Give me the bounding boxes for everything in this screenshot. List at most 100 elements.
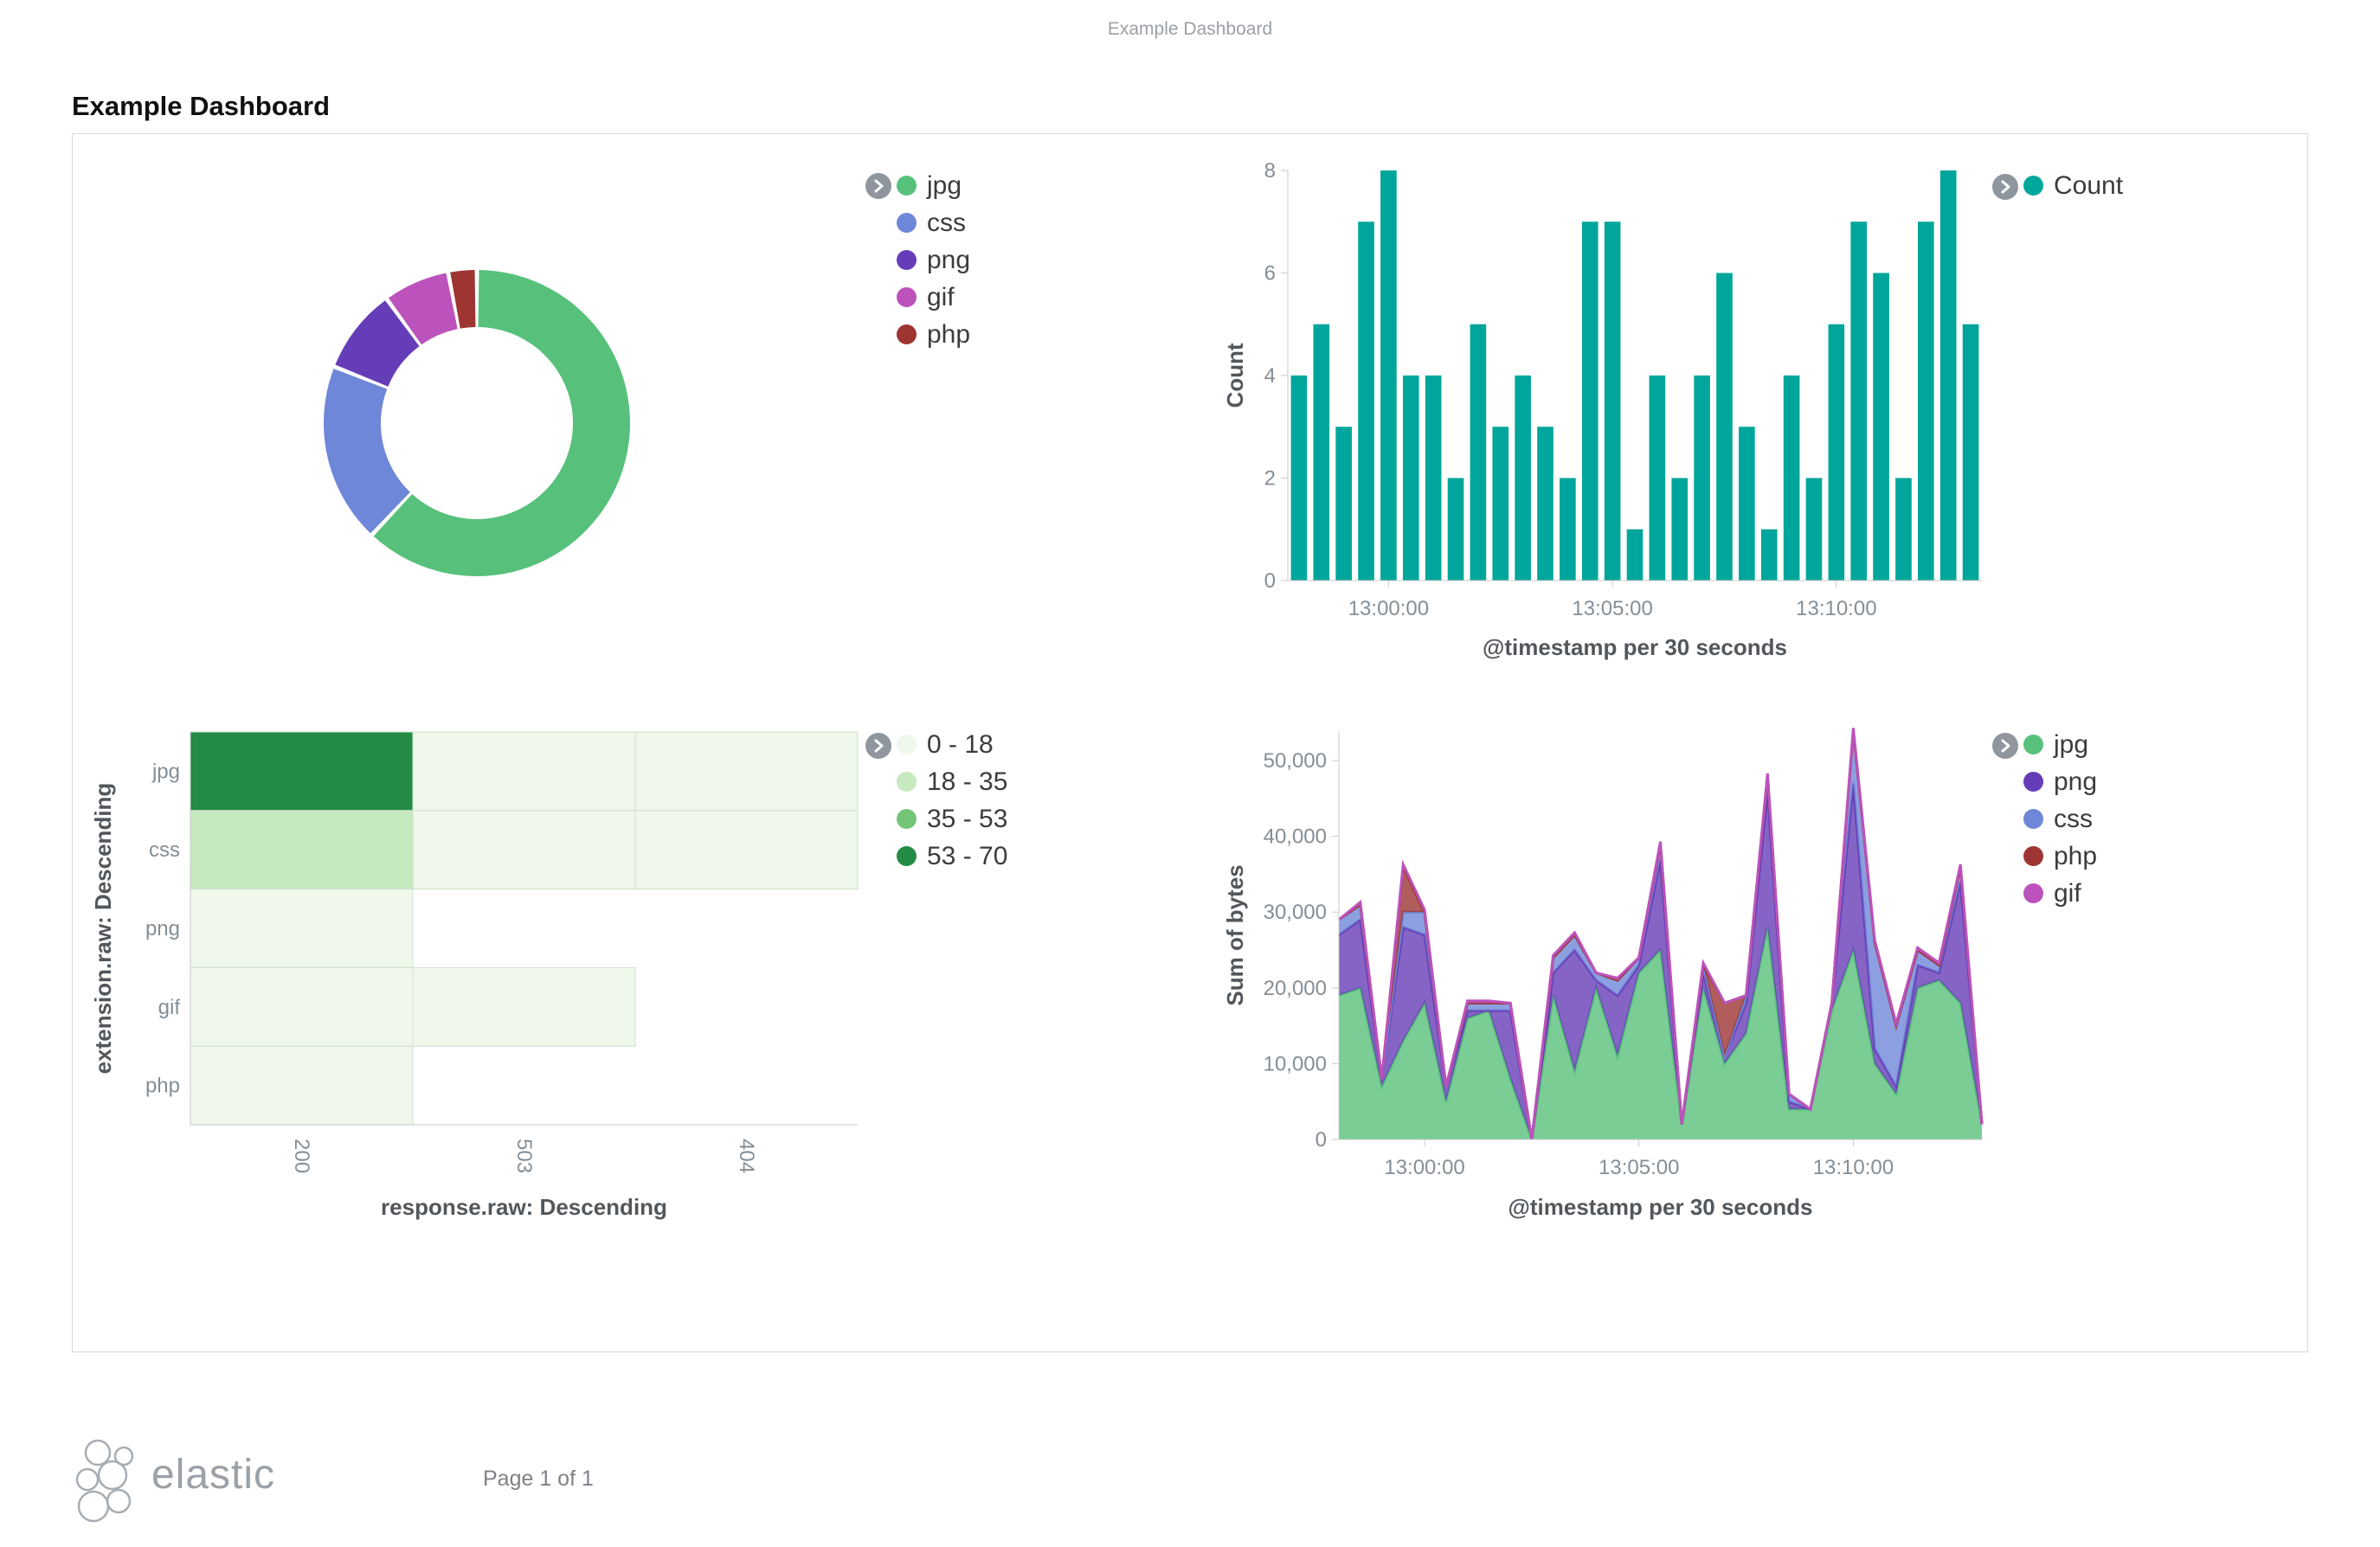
count-bar[interactable] — [1626, 529, 1643, 581]
chevron-right-icon — [2001, 739, 2010, 753]
count-bar[interactable] — [1939, 170, 1957, 581]
count-bar[interactable] — [1515, 376, 1531, 581]
heatmap-cell-css-404[interactable] — [634, 810, 859, 890]
legend-item-css[interactable]: css — [2023, 800, 2097, 838]
count-bar[interactable] — [1581, 221, 1598, 581]
legend-item-jpg[interactable]: jpg — [897, 167, 970, 204]
donut-slice-gif[interactable] — [388, 273, 458, 345]
x-tick-label: 13:05:00 — [1598, 1156, 1679, 1179]
x-axis-title: @timestamp per 30 seconds — [1483, 634, 1787, 660]
x-tick-label: 13:00:00 — [1348, 597, 1429, 620]
heatmap-cell-css-200[interactable] — [190, 810, 414, 890]
x-tick-label: 13:10:00 — [1813, 1156, 1894, 1179]
legend-item-count[interactable]: Count — [2023, 167, 2123, 204]
donut-legend: jpg css png gif php — [897, 167, 970, 353]
legend-item-php[interactable]: php — [897, 316, 970, 353]
dashboard-panel: 0 2 4 6 8 13:00:00 13:05:00 13:10:00 @timestamp … — [72, 133, 2308, 1352]
x-tick-label: 13:00:00 — [1384, 1156, 1464, 1179]
count-bar[interactable] — [1805, 478, 1823, 581]
count-bar[interactable] — [1537, 427, 1553, 581]
expand-legend-icon[interactable] — [1992, 174, 2018, 200]
x-tick-label: 200 — [290, 1139, 313, 1173]
legend-swatch — [897, 176, 917, 196]
count-legend: Count — [2023, 167, 2123, 204]
legend-item-gif[interactable]: gif — [2023, 875, 2097, 912]
legend-label: 35 - 53 — [927, 804, 1008, 833]
area-series-jpg[interactable] — [1339, 927, 1982, 1139]
count-bar[interactable] — [1402, 376, 1419, 581]
area-line-gif — [1338, 728, 1984, 1140]
legend-swatch — [897, 213, 917, 233]
legend-item-php[interactable]: php — [2023, 838, 2097, 875]
count-bar[interactable] — [1447, 478, 1464, 581]
legend-item-35-53[interactable]: 35 - 53 — [897, 800, 1007, 838]
count-bar[interactable] — [1470, 324, 1487, 581]
heatmap-cell-jpg-404[interactable] — [634, 731, 859, 812]
expand-legend-icon[interactable] — [865, 733, 891, 759]
heatmap-legend: 0 - 18 18 - 35 35 - 53 53 - 70 — [897, 726, 1007, 875]
footer: elastic Page 1 of 1 — [72, 1423, 2308, 1540]
count-bar[interactable] — [1694, 376, 1710, 581]
count-bar[interactable] — [1649, 376, 1666, 581]
count-bar[interactable] — [1828, 324, 1845, 581]
count-bar[interactable] — [1716, 273, 1733, 581]
count-bar[interactable] — [1380, 170, 1397, 581]
y-tick-label: 6 — [1264, 262, 1276, 286]
brand-text: elastic — [151, 1452, 276, 1498]
heatmap-cell-gif-503[interactable] — [412, 966, 636, 1047]
legend-item-53-70[interactable]: 53 - 70 — [897, 838, 1007, 875]
y-tick-label: 30,000 — [1264, 901, 1327, 924]
heatmap-cell-jpg-503[interactable] — [412, 731, 636, 812]
count-bar[interactable] — [1760, 529, 1778, 581]
legend-label: jpg — [2054, 729, 2089, 759]
legend-label: Count — [2054, 170, 2124, 200]
legend-item-gif[interactable]: gif — [897, 279, 970, 316]
count-bar[interactable] — [1895, 478, 1912, 581]
legend-swatch — [897, 809, 917, 829]
count-bar[interactable] — [1739, 427, 1755, 581]
count-bar[interactable] — [1560, 478, 1576, 581]
chevron-right-icon — [874, 179, 884, 193]
legend-item-png[interactable]: png — [2023, 763, 2097, 800]
count-bar[interactable] — [1335, 427, 1352, 581]
legend-swatch — [2023, 176, 2043, 196]
donut-slice-jpg[interactable] — [373, 270, 630, 576]
legend-label: 53 - 70 — [927, 841, 1008, 870]
chevron-right-icon — [874, 739, 884, 753]
legend-item-0-18[interactable]: 0 - 18 — [897, 726, 1007, 763]
count-bar[interactable] — [1425, 376, 1442, 581]
count-bar[interactable] — [1918, 221, 1934, 581]
x-axis-title: response.raw: Descending — [381, 1194, 667, 1220]
count-bar[interactable] — [1313, 324, 1330, 581]
count-bar[interactable] — [1783, 376, 1800, 581]
legend-item-png[interactable]: png — [897, 241, 970, 279]
donut-slice-php[interactable] — [450, 270, 476, 329]
legend-item-18-35[interactable]: 18 - 35 — [897, 763, 1007, 800]
count-bar[interactable] — [1290, 376, 1308, 581]
print-header-title: Example Dashboard — [1107, 19, 1273, 39]
y-axis-title: Count — [1222, 343, 1248, 408]
area-legend: jpg png css php gif — [2023, 726, 2097, 912]
expand-legend-icon[interactable] — [865, 173, 891, 199]
legend-label: 18 - 35 — [927, 767, 1008, 796]
count-bar[interactable] — [1604, 221, 1621, 581]
count-bar[interactable] — [1962, 324, 1979, 581]
donut-slice-css[interactable] — [324, 369, 410, 534]
count-bar[interactable] — [1850, 221, 1868, 581]
legend-label: 0 - 18 — [927, 729, 994, 759]
y-tick-label: gif — [158, 996, 181, 1019]
x-tick-label: 13:05:00 — [1572, 597, 1652, 620]
legend-swatch — [897, 287, 917, 307]
legend-item-jpg[interactable]: jpg — [2023, 726, 2097, 763]
count-bar[interactable] — [1358, 221, 1374, 581]
legend-label: php — [927, 319, 971, 349]
count-bar[interactable] — [1671, 478, 1689, 581]
donut-slice-png[interactable] — [335, 300, 420, 387]
count-bar[interactable] — [1492, 427, 1509, 581]
count-bar[interactable] — [1873, 273, 1889, 581]
legend-item-css[interactable]: css — [897, 204, 970, 241]
heatmap-cell-css-503[interactable] — [412, 810, 636, 890]
expand-legend-icon[interactable] — [1992, 733, 2018, 759]
heatmap-cell-gif-200[interactable] — [190, 966, 414, 1047]
